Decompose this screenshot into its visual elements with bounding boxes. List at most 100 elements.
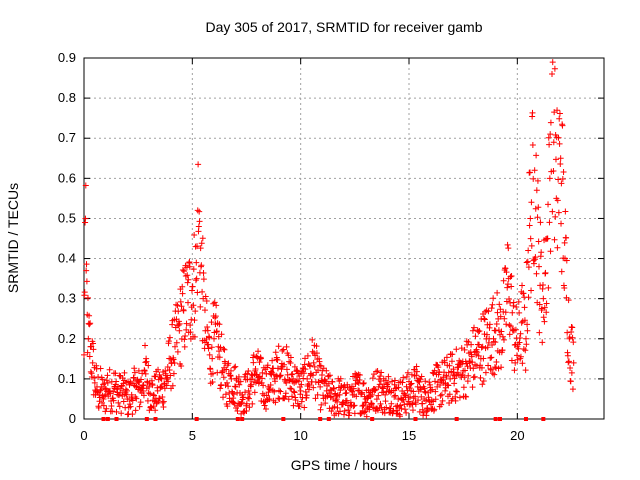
data-point [514, 356, 521, 363]
data-point [534, 214, 541, 221]
data-point [530, 175, 537, 182]
data-point [152, 373, 159, 380]
data-point [471, 324, 477, 331]
data-point [432, 378, 438, 385]
data-point [185, 299, 191, 306]
data-point [505, 245, 512, 252]
y-tick-label: 0.4 [58, 251, 76, 266]
data-point [560, 168, 567, 175]
data-point [330, 385, 337, 392]
data-point [316, 362, 323, 369]
data-point [421, 388, 428, 395]
data-point [535, 204, 542, 211]
data-point [209, 379, 216, 386]
data-point [283, 366, 290, 373]
data-point [290, 402, 297, 409]
data-point [408, 380, 415, 387]
data-point [565, 297, 572, 304]
y-tick-label: 0 [69, 411, 76, 426]
data-point [395, 395, 402, 402]
data-point [454, 388, 461, 395]
data-point [383, 404, 390, 411]
data-point [396, 413, 403, 420]
data-point [382, 398, 389, 405]
data-point [488, 305, 495, 312]
data-point [121, 369, 128, 376]
data-point [479, 381, 486, 388]
data-point [490, 295, 497, 302]
data-point [355, 387, 362, 394]
data-point [522, 347, 529, 354]
data-point [253, 371, 260, 378]
data-point [118, 410, 125, 417]
data-point [412, 401, 419, 408]
data-point [494, 289, 501, 296]
data-point [231, 383, 238, 390]
data-point [485, 362, 492, 369]
data-point [512, 359, 519, 366]
data-point [392, 385, 399, 392]
data-point [541, 304, 548, 311]
data-point [341, 411, 347, 418]
data-point [267, 381, 274, 388]
data-point [506, 295, 513, 302]
data-point [179, 290, 186, 297]
data-point [488, 354, 495, 361]
data-point [200, 270, 207, 277]
data-point [484, 344, 491, 351]
data-point [529, 142, 536, 149]
data-point [508, 357, 515, 364]
data-point [311, 363, 318, 370]
data-point [82, 182, 89, 189]
data-point [524, 258, 531, 265]
data-point [97, 386, 104, 393]
data-point [282, 390, 289, 397]
data-point [506, 322, 513, 329]
data-point [220, 394, 227, 401]
data-point [137, 399, 144, 406]
data-point [471, 373, 478, 380]
data-point [507, 273, 514, 280]
data-point [464, 378, 471, 385]
data-point [326, 372, 333, 379]
data-point [538, 249, 545, 256]
data-point [172, 343, 178, 350]
data-point [293, 367, 300, 374]
data-point [346, 409, 353, 416]
data-point [326, 390, 333, 397]
data-point [181, 336, 188, 343]
data-point [512, 326, 519, 333]
data-point [269, 357, 276, 364]
data-point [422, 397, 429, 404]
data-point [289, 393, 295, 400]
data-point [277, 388, 284, 395]
data-point [373, 368, 380, 375]
data-point [564, 329, 571, 336]
data-point [302, 366, 309, 373]
data-point [290, 388, 297, 395]
data-point [277, 372, 284, 379]
data-point [95, 404, 102, 411]
data-point [250, 352, 257, 359]
data-point [460, 384, 467, 391]
data-point [485, 308, 492, 315]
data-point [119, 392, 126, 399]
data-point [272, 349, 279, 356]
data-point [377, 373, 384, 380]
data-point [163, 382, 170, 389]
chart-title: Day 305 of 2017, SRMTID for receiver gam… [205, 19, 482, 35]
data-point [468, 341, 475, 348]
data-point [263, 392, 270, 399]
data-point [508, 273, 515, 280]
data-point [142, 342, 149, 349]
data-point [237, 378, 244, 385]
data-point [83, 278, 90, 285]
data-point [155, 398, 162, 405]
data-point [170, 356, 177, 363]
data-point [112, 370, 119, 377]
data-point [538, 305, 545, 312]
data-point [528, 287, 535, 294]
data-point [414, 383, 421, 390]
data-point [562, 208, 569, 215]
